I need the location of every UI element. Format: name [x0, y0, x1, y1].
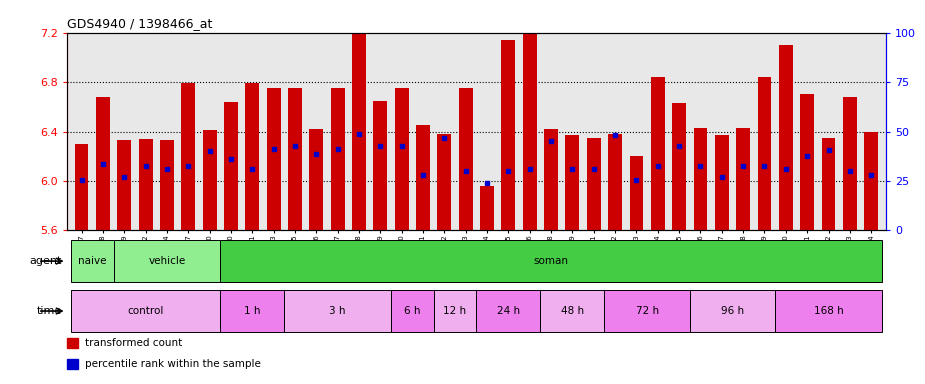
Text: 168 h: 168 h [814, 306, 844, 316]
Bar [331, 88, 345, 230]
Bar [75, 144, 89, 230]
Text: 1 h: 1 h [244, 306, 261, 316]
Bar [434, 290, 476, 332]
Text: agent: agent [30, 256, 62, 266]
Text: soman: soman [534, 256, 569, 266]
Bar [71, 290, 220, 332]
Text: 6 h: 6 h [404, 306, 421, 316]
Text: 3 h: 3 h [329, 306, 346, 316]
Bar [438, 134, 451, 230]
Text: time: time [37, 306, 62, 316]
Bar [288, 88, 302, 230]
Bar [501, 40, 515, 230]
Text: naive: naive [78, 256, 106, 266]
Bar [864, 132, 878, 230]
Bar [775, 290, 882, 332]
Bar [181, 83, 195, 230]
Text: 12 h: 12 h [443, 306, 466, 316]
Bar [160, 140, 174, 230]
Bar [476, 290, 540, 332]
Bar [843, 97, 857, 230]
Bar [139, 139, 153, 230]
Bar [96, 97, 110, 230]
Bar [117, 140, 131, 230]
Bar [395, 88, 409, 230]
Bar [736, 128, 750, 230]
Bar [352, 33, 366, 230]
Text: 48 h: 48 h [561, 306, 584, 316]
Bar [284, 290, 391, 332]
Bar [224, 102, 238, 230]
Bar [690, 290, 775, 332]
Bar [800, 94, 814, 230]
Bar [480, 186, 494, 230]
Bar [779, 45, 793, 230]
Bar [459, 88, 473, 230]
Bar [71, 240, 114, 282]
Bar [220, 240, 882, 282]
Text: 96 h: 96 h [721, 306, 744, 316]
Text: vehicle: vehicle [148, 256, 186, 266]
Bar [220, 290, 284, 332]
Bar [374, 101, 388, 230]
Bar [523, 33, 536, 230]
Bar [651, 77, 665, 230]
Bar [114, 240, 220, 282]
Bar [544, 129, 558, 230]
Bar [608, 134, 622, 230]
Text: transformed count: transformed count [85, 338, 182, 348]
Bar [540, 290, 604, 332]
Bar [245, 83, 259, 230]
Bar [715, 135, 729, 230]
Bar [416, 125, 430, 230]
Bar [309, 129, 323, 230]
Bar [391, 290, 434, 332]
Bar [758, 77, 771, 230]
Bar [694, 128, 708, 230]
Text: control: control [128, 306, 164, 316]
Bar [630, 156, 644, 230]
Bar [203, 130, 216, 230]
Bar [604, 290, 690, 332]
Text: 24 h: 24 h [497, 306, 520, 316]
Bar [266, 88, 280, 230]
Text: 72 h: 72 h [635, 306, 659, 316]
Bar [586, 138, 600, 230]
Bar [565, 135, 579, 230]
Text: GDS4940 / 1398466_at: GDS4940 / 1398466_at [67, 17, 212, 30]
Text: percentile rank within the sample: percentile rank within the sample [85, 359, 261, 369]
Bar [672, 103, 686, 230]
Bar [821, 138, 835, 230]
